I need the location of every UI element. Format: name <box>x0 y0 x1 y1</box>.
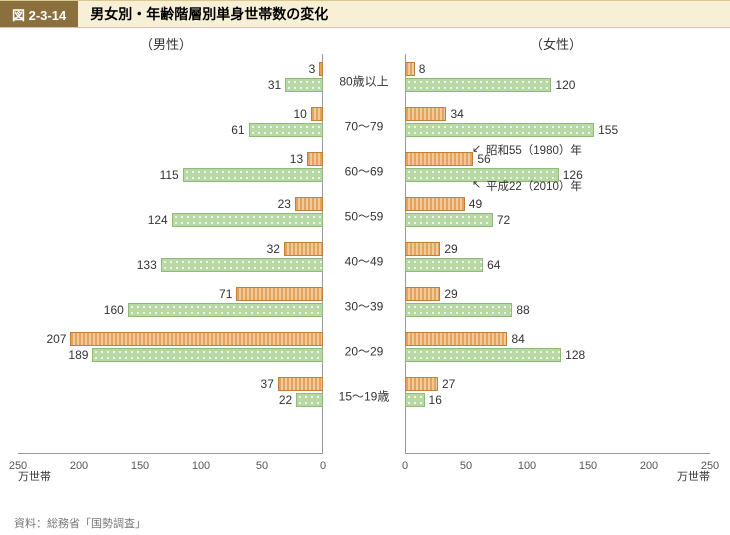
male-tick: 250 <box>9 460 27 472</box>
figure-header: 図 2-3-14 男女別・年齢階層別単身世帯数の変化 <box>0 0 730 28</box>
male-value-1980: 32 <box>267 242 280 256</box>
category-label: 15～19歳 <box>323 387 405 404</box>
male-plot: 万世帯 050100150200250331106113115231243213… <box>18 54 323 484</box>
female-bar-2010 <box>405 78 551 92</box>
male-value-2010: 160 <box>104 303 124 317</box>
legend-1980-arrow: ↙ <box>472 142 481 155</box>
category-labels: 80歳以上 70～79 60～69 50～59 40～49 30～39 20～29 15～19… <box>323 54 405 454</box>
male-bar-1980 <box>311 107 323 121</box>
male-value-2010: 189 <box>68 348 88 362</box>
category-label: 60～69 <box>323 162 405 179</box>
male-tick: 0 <box>320 460 326 472</box>
legend-2010-label: 平成22（2010）年 <box>486 178 582 194</box>
figure-title: 男女別・年齢階層別単身世帯数の変化 <box>78 1 340 27</box>
male-value-2010: 124 <box>148 213 168 227</box>
female-bar-2010 <box>405 393 425 407</box>
male-value-1980: 10 <box>293 107 306 121</box>
male-value-1980: 37 <box>261 377 274 391</box>
female-plot: 万世帯 050100150200250812034155561264972296… <box>405 54 710 484</box>
male-bar-2010 <box>172 213 323 227</box>
female-value-1980: 49 <box>469 197 482 211</box>
category-label: 80歳以上 <box>323 72 405 89</box>
male-value-2010: 61 <box>231 123 244 137</box>
female-tick: 250 <box>701 460 719 472</box>
female-tick: 100 <box>518 460 536 472</box>
male-tick: 150 <box>131 460 149 472</box>
male-bar-2010 <box>285 78 323 92</box>
male-bar-1980 <box>319 62 323 76</box>
male-value-2010: 115 <box>160 168 179 182</box>
female-value-2010: 120 <box>555 78 575 92</box>
female-value-1980: 8 <box>419 62 426 76</box>
female-value-1980: 29 <box>444 242 457 256</box>
female-bar-1980 <box>405 332 507 346</box>
female-value-2010: 72 <box>497 213 510 227</box>
male-column-label: （男性） <box>140 34 192 53</box>
female-bar-1980 <box>405 152 473 166</box>
figure-number: 図 2-3-14 <box>0 1 78 27</box>
female-bar-1980 <box>405 287 440 301</box>
female-bar-1980 <box>405 62 415 76</box>
legend-1980-label: 昭和55（1980）年 <box>486 142 582 158</box>
male-value-2010: 31 <box>268 78 281 92</box>
female-tick: 50 <box>460 460 472 472</box>
chart-area: （男性） （女性） 80歳以上 70～79 60～69 50～59 40～49 30～39… <box>0 28 730 513</box>
male-xaxis <box>18 453 323 454</box>
male-tick: 200 <box>70 460 88 472</box>
female-value-1980: 84 <box>511 332 524 346</box>
female-tick: 200 <box>640 460 658 472</box>
female-value-1980: 34 <box>450 107 463 121</box>
male-bar-2010 <box>183 168 323 182</box>
female-value-2010: 155 <box>598 123 618 137</box>
male-value-2010: 22 <box>279 393 292 407</box>
female-bar-1980 <box>405 242 440 256</box>
female-value-2010: 88 <box>516 303 529 317</box>
category-label: 50～59 <box>323 207 405 224</box>
category-label: 30～39 <box>323 297 405 314</box>
male-value-1980: 207 <box>46 332 66 346</box>
female-bar-2010 <box>405 348 561 362</box>
male-tick: 50 <box>256 460 268 472</box>
female-bar-2010 <box>405 258 483 272</box>
female-tick: 150 <box>579 460 597 472</box>
female-value-2010: 64 <box>487 258 500 272</box>
male-value-1980: 3 <box>309 62 316 76</box>
male-tick: 100 <box>192 460 210 472</box>
female-value-2010: 128 <box>565 348 585 362</box>
male-value-1980: 23 <box>278 197 291 211</box>
female-bar-2010 <box>405 303 512 317</box>
male-bar-2010 <box>92 348 323 362</box>
female-tick: 0 <box>402 460 408 472</box>
female-bar-2010 <box>405 213 493 227</box>
male-bar-2010 <box>161 258 323 272</box>
source-note: 資料：総務省「国勢調査」 <box>14 515 146 531</box>
male-bar-2010 <box>128 303 323 317</box>
female-bar-2010 <box>405 123 594 137</box>
male-value-2010: 133 <box>137 258 157 272</box>
female-xaxis <box>405 453 710 454</box>
male-bar-2010 <box>296 393 323 407</box>
male-bar-1980 <box>284 242 323 256</box>
male-bar-1980 <box>295 197 323 211</box>
female-value-1980: 29 <box>444 287 457 301</box>
category-label: 20～29 <box>323 342 405 359</box>
category-label: 70～79 <box>323 117 405 134</box>
male-bar-2010 <box>249 123 323 137</box>
female-column-label: （女性） <box>530 34 582 53</box>
male-value-1980: 71 <box>219 287 232 301</box>
female-bar-1980 <box>405 377 438 391</box>
female-bar-1980 <box>405 197 465 211</box>
male-bar-1980 <box>307 152 323 166</box>
category-label: 40～49 <box>323 252 405 269</box>
female-value-2010: 16 <box>429 393 442 407</box>
male-bar-1980 <box>70 332 323 346</box>
female-value-1980: 27 <box>442 377 455 391</box>
male-value-1980: 13 <box>290 152 303 166</box>
legend-2010-arrow: ↖ <box>472 178 481 191</box>
male-bar-1980 <box>278 377 323 391</box>
male-bar-1980 <box>236 287 323 301</box>
female-bar-1980 <box>405 107 446 121</box>
